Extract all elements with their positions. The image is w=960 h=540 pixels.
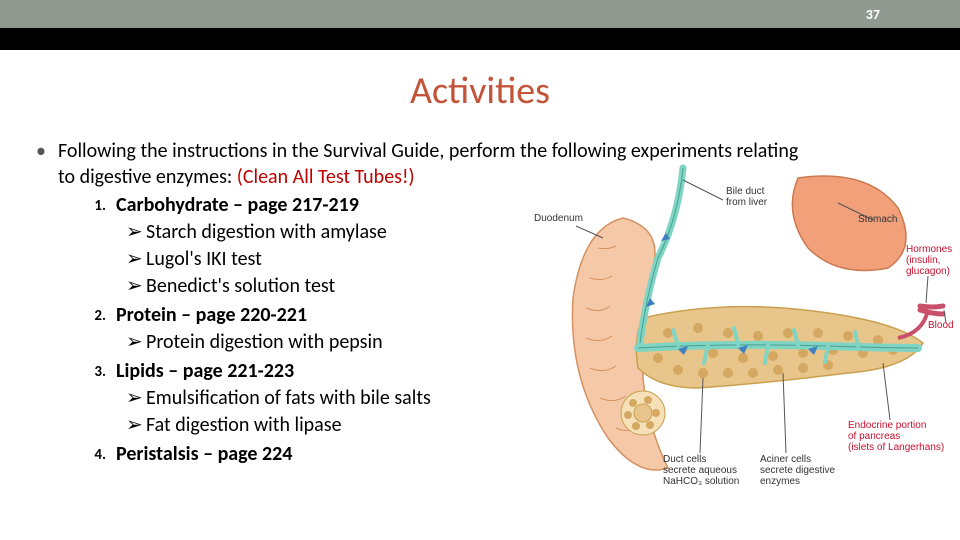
intro-warning: (Clean All Test Tubes!) [237,165,415,189]
arrow-icon: ➢ [126,412,146,439]
label-duct-cells: Duct cellssecrete aqueousNaHCO₃ solution [663,454,753,487]
arrow-icon: ➢ [126,246,146,273]
item-number: 4. [86,441,116,468]
header-bar: 37 [0,0,960,28]
item-number: 2. [86,302,116,329]
sub-text: Starch digestion with amylase [146,219,387,246]
sub-text: Protein digestion with pepsin [146,329,383,356]
arrow-icon: ➢ [126,219,146,246]
intro-line2a: to digestive enzymes: [58,165,237,189]
pancreas-diagram: Bile ductfrom liver Stomach Duodenum Hor… [528,158,948,498]
label-stomach: Stomach [858,214,897,225]
arrow-icon: ➢ [126,273,146,300]
sub-text: Lugol's IKI test [146,246,262,273]
item-number: 3. [86,358,116,385]
label-duodenum: Duodenum [534,213,583,224]
sub-header-bar [0,28,960,50]
lobule-detail [621,391,665,435]
page-title: Activities [0,68,960,114]
label-hormones: Hormones(insulin,glucagon) [906,244,952,277]
item-title: Peristalsis – page 224 [116,441,292,468]
label-endocrine: Endocrine portionof pancreas(islets of L… [848,420,948,453]
item-title: Protein – page 220-221 [116,302,307,329]
item-title: Lipids – page 221-223 [116,358,294,385]
arrow-icon: ➢ [126,329,146,356]
page-number: 37 [866,6,880,23]
sub-text: Benedict's solution test [146,273,335,300]
bullet-marker: • [36,138,58,190]
blood-vessel [920,306,943,314]
arrow-icon: ➢ [126,385,146,412]
item-title: Carbohydrate – page 217-219 [116,192,359,219]
label-aciner-cells: Aciner cellssecrete digestiveenzymes [760,454,845,487]
sub-text: Emulsification of fats with bile salts [146,385,431,412]
sub-text: Fat digestion with lipase [146,412,342,439]
label-bile-duct: Bile ductfrom liver [726,186,767,208]
label-blood: Blood [928,320,954,331]
item-number: 1. [86,192,116,219]
